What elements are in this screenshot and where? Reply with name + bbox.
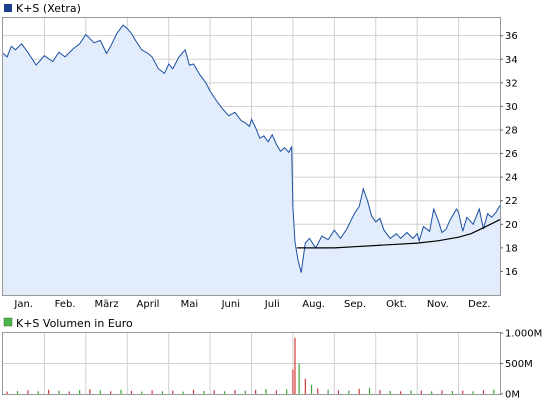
volume-ytick-label: 1.000M [505, 329, 542, 340]
volume-bar [400, 391, 402, 394]
volume-bar [298, 363, 300, 394]
price-ytick-label: 18 [505, 243, 518, 254]
volume-bar [47, 389, 50, 394]
price-xtick-label: Dez. [468, 299, 490, 310]
price-panel: K+S (Xetra) 16 18 20 22 24 26 28 30 32 34 36 Jan. F… [2, 2, 518, 310]
volume-bar [304, 378, 306, 394]
price-y-axis: 16 18 20 22 24 26 28 30 32 34 36 [500, 31, 518, 278]
volume-bar [265, 389, 267, 394]
volume-bar [182, 391, 184, 394]
volume-bar [286, 389, 288, 394]
price-xtick-label: Aug. [302, 299, 325, 310]
volume-ytick-label: 0M [505, 390, 520, 401]
volume-bar [493, 389, 495, 394]
volume-bar [348, 390, 350, 394]
volume-bar [482, 390, 485, 394]
volume-bar [327, 389, 329, 394]
volume-bar [292, 369, 294, 394]
volume-bar [110, 391, 112, 394]
price-ytick-label: 20 [505, 220, 518, 231]
volume-bar [451, 390, 453, 394]
volume-bar [68, 391, 70, 394]
volume-bar [89, 389, 91, 394]
volume-bar [472, 391, 474, 394]
volume-bar [58, 390, 60, 394]
price-xtick-label: Juni [221, 299, 240, 310]
volume-bar [234, 390, 236, 394]
volume-bar [130, 390, 132, 394]
volume-bar [37, 391, 39, 394]
price-ytick-label: 26 [505, 149, 518, 160]
price-ytick-label: 24 [505, 173, 518, 184]
volume-bar [410, 390, 412, 394]
price-ytick-label: 22 [505, 196, 518, 207]
price-xtick-label: Feb. [55, 299, 76, 310]
price-xtick-label: Mai [181, 299, 199, 310]
price-xtick-label: Jan. [13, 299, 33, 310]
volume-bar [389, 390, 391, 394]
volume-bar [255, 389, 257, 394]
volume-bar [6, 391, 8, 394]
volume-bar [161, 391, 164, 394]
volume-bar [431, 391, 433, 394]
volume-bar [420, 390, 422, 394]
volume-swatch [3, 317, 13, 327]
price-ytick-label: 32 [505, 78, 518, 89]
price-xtick-label: Sep. [344, 299, 366, 310]
price-xtick-label: März [94, 299, 118, 310]
volume-bar [141, 391, 143, 394]
volume-bar [337, 390, 340, 394]
volume-bar [294, 337, 296, 394]
volume-bar [223, 391, 226, 394]
volume-bar [27, 390, 29, 394]
volume-bar [172, 390, 174, 394]
price-legend: K+S (Xetra) [16, 2, 81, 15]
price-xtick-label: Juli [264, 299, 280, 310]
volume-bars [6, 337, 495, 394]
price-ytick-label: 34 [505, 55, 518, 66]
price-x-axis: Jan. Feb. März April Mai Juni Juli Aug. Sep. Okt.… [13, 299, 490, 310]
volume-bar [151, 390, 153, 394]
volume-bar [213, 390, 215, 394]
volume-ytick-label: 500M [505, 359, 533, 370]
volume-bar [244, 390, 246, 394]
volume-bar [358, 388, 360, 394]
price-ytick-label: 30 [505, 102, 518, 113]
price-ytick-label: 36 [505, 31, 518, 42]
price-xtick-label: Okt. [386, 299, 407, 310]
volume-bar [441, 390, 443, 394]
volume-bar [368, 387, 371, 394]
price-ytick-label: 16 [505, 267, 518, 278]
volume-bar [203, 390, 205, 394]
volume-bar [462, 390, 464, 394]
volume-bar [379, 390, 381, 394]
volume-bar [79, 390, 81, 394]
volume-bar [192, 389, 195, 394]
price-xtick-label: April [137, 299, 160, 310]
price-xtick-label: Nov. [427, 299, 449, 310]
volume-legend: K+S Volumen in Euro [16, 317, 133, 330]
volume-bar [16, 390, 19, 394]
price-swatch [4, 4, 12, 12]
volume-bar [99, 390, 101, 394]
volume-grid [3, 333, 500, 394]
volume-y-axis: 0M 500M 1.000M [500, 329, 542, 401]
moving-average-line [297, 219, 501, 249]
volume-bar [310, 384, 313, 394]
volume-bar [275, 390, 277, 394]
volume-bar [317, 388, 319, 394]
volume-bar [120, 389, 122, 394]
volume-panel: K+S Volumen in Euro 0M 500M 1.000M [2, 317, 542, 401]
price-line [2, 24, 501, 273]
price-ytick-label: 28 [505, 125, 518, 136]
price-area [3, 25, 500, 295]
